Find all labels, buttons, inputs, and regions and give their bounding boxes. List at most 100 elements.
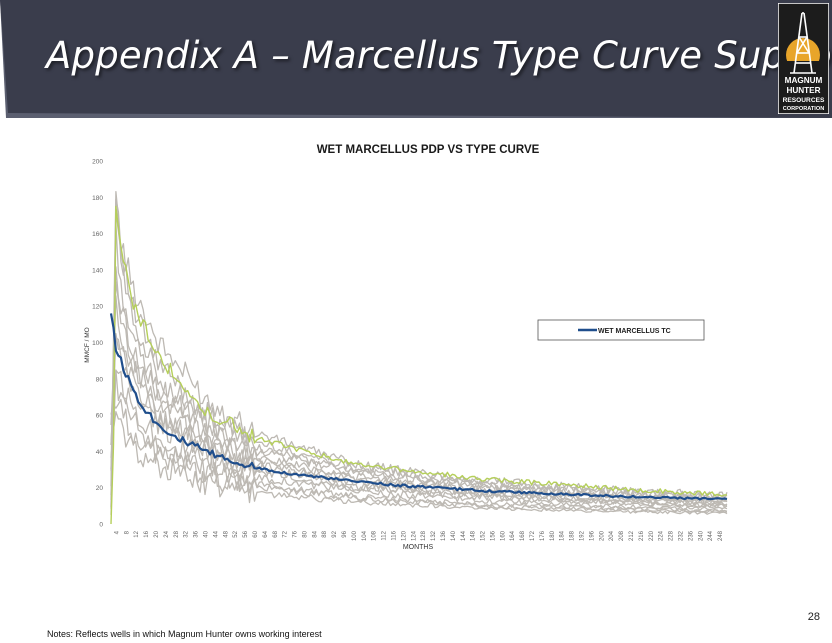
x-tick-label: 112	[382, 530, 388, 540]
logo-line-4: CORPORATION	[783, 106, 825, 112]
logo-line-3: RESOURCES	[783, 97, 825, 104]
y-axis-label: MMCF / MO	[84, 327, 91, 362]
x-tick-label: 48	[223, 530, 229, 537]
x-tick-label: 184	[560, 530, 566, 541]
pdp-well-line	[110, 211, 728, 502]
x-tick-label: 228	[669, 530, 675, 541]
x-tick-label: 80	[302, 530, 308, 537]
x-tick-label: 220	[649, 530, 655, 541]
pdp-well-line	[110, 369, 728, 515]
x-tick-label: 196	[589, 530, 595, 541]
x-tick-label: 28	[174, 530, 180, 537]
y-tick-label: 200	[92, 159, 103, 166]
pdp-well-line	[110, 333, 728, 509]
x-tick-label: 108	[372, 530, 378, 541]
logo-ground	[780, 61, 827, 75]
y-tick-label: 140	[92, 267, 103, 274]
x-tick-label: 216	[639, 530, 645, 541]
x-tick-label: 44	[213, 530, 219, 537]
x-tick-label: 124	[411, 530, 417, 541]
logo-line-1: MAGNUM	[785, 76, 823, 85]
legend-box	[537, 319, 705, 341]
x-tick-label: 40	[203, 530, 209, 537]
x-tick-label: 240	[698, 530, 704, 541]
x-tick-label: 232	[678, 530, 684, 541]
x-tick-label: 60	[253, 530, 259, 537]
x-tick-label: 128	[421, 530, 427, 541]
x-tick-label: 72	[283, 530, 289, 537]
x-tick-label: 188	[570, 530, 576, 541]
banner-fill	[0, 0, 832, 118]
y-tick-label: 120	[92, 304, 103, 311]
y-tick-label: 160	[92, 231, 103, 238]
x-tick-label: 52	[233, 530, 239, 537]
oil-derrick-icon	[790, 12, 816, 74]
x-tick-label: 76	[293, 530, 299, 537]
x-tick-label: 148	[471, 530, 477, 541]
pdp-highlight-line	[110, 205, 727, 525]
pdp-well-line	[110, 281, 728, 505]
x-tick-label: 12	[134, 530, 140, 537]
legend-label: WET MARCELLUS TC	[598, 328, 671, 335]
x-tick-label: 120	[401, 530, 407, 541]
x-tick-label: 32	[184, 530, 190, 537]
x-tick-label: 248	[718, 530, 724, 541]
x-tick-label: 172	[530, 530, 536, 541]
x-tick-label: 92	[332, 530, 338, 537]
type-curve-line	[109, 313, 728, 501]
logo-line-2: HUNTER	[786, 86, 820, 95]
x-tick-label: 144	[461, 530, 467, 541]
x-tick-label: 36	[194, 530, 200, 537]
x-tick-label: 200	[599, 530, 605, 541]
pdp-well-lines	[110, 190, 728, 515]
x-tick-label: 168	[520, 530, 526, 541]
y-tick-label: 80	[96, 376, 104, 383]
chart-title: WET MARCELLUS PDP VS TYPE CURVE	[317, 144, 540, 156]
chart-legend: WET MARCELLUS TC	[537, 319, 705, 341]
x-tick-label: 180	[550, 530, 556, 541]
y-axis-ticks: 0 20 40 60 80 100 120 140 160 180 200	[92, 159, 103, 529]
pdp-well-line	[110, 398, 728, 514]
y-tick-label: 0	[99, 522, 103, 529]
x-tick-label: 204	[609, 530, 615, 541]
x-tick-label: 84	[312, 530, 318, 537]
y-tick-label: 20	[96, 485, 104, 492]
x-tick-label: 244	[708, 530, 714, 541]
pdp-well-line	[110, 411, 728, 515]
x-tick-label: 68	[273, 530, 279, 537]
x-tick-label: 88	[322, 530, 328, 537]
x-tick-label: 192	[580, 530, 586, 541]
y-tick-label: 100	[92, 340, 103, 347]
x-tick-label: 96	[342, 530, 348, 537]
x-tick-label: 104	[362, 530, 368, 541]
x-axis-label: MONTHS	[403, 544, 434, 551]
x-tick-label: 212	[629, 530, 635, 541]
x-tick-label: 4	[114, 530, 120, 534]
pdp-highlight-series	[110, 205, 727, 525]
x-tick-label: 152	[481, 530, 487, 541]
y-tick-label: 60	[96, 413, 104, 420]
pdp-well-line	[110, 190, 728, 500]
x-tick-label: 8	[124, 530, 130, 534]
x-tick-label: 208	[619, 530, 625, 541]
x-tick-label: 136	[441, 530, 447, 541]
x-tick-label: 20	[154, 530, 160, 537]
x-tick-label: 100	[352, 530, 358, 541]
x-tick-label: 156	[490, 530, 496, 541]
x-tick-label: 16	[144, 530, 150, 537]
title-banner	[0, 0, 832, 118]
x-tick-label: 236	[688, 530, 694, 541]
page-number: 28	[807, 611, 820, 623]
x-tick-label: 176	[540, 530, 546, 541]
x-tick-label: 224	[659, 530, 665, 541]
x-axis-ticks: 4 8 12 16 20 24 28 32 36 40 44 48 52 56 60 64 68 72 76 80 84…	[114, 530, 724, 541]
x-tick-label: 56	[243, 530, 249, 537]
x-tick-label: 132	[431, 530, 437, 541]
x-tick-label: 140	[451, 530, 457, 541]
x-tick-label: 116	[391, 530, 397, 540]
footnote: Notes: Reflects wells in which Magnum Hu…	[47, 629, 322, 639]
x-tick-label: 160	[500, 530, 506, 541]
x-tick-label: 64	[263, 530, 269, 537]
slide-title: Appendix A – Marcellus Type Curve Suppor…	[46, 34, 832, 77]
